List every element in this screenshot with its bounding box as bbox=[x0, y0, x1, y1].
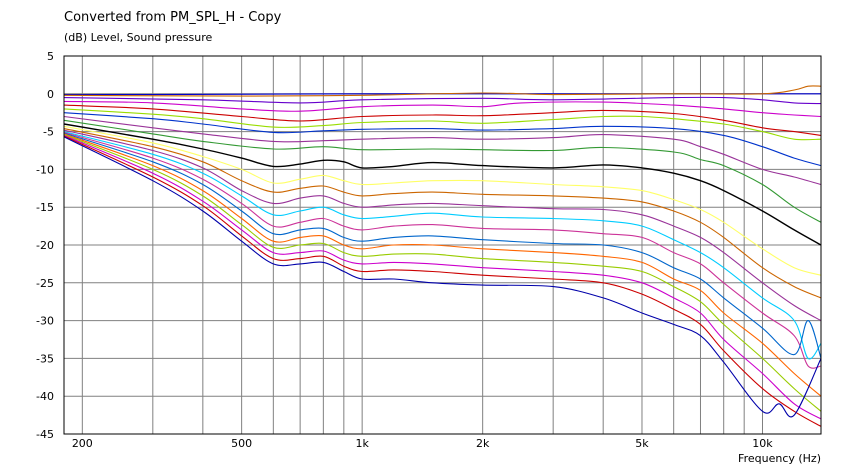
x-tick-label: 2k bbox=[476, 437, 490, 450]
x-tick-label: 200 bbox=[72, 437, 93, 450]
series-line-19 bbox=[63, 134, 822, 420]
series-line-2 bbox=[63, 85, 822, 97]
y-axis-label: (dB) Level, Sound pressure bbox=[64, 31, 213, 44]
series-line-20 bbox=[63, 135, 822, 427]
x-tick-label: 10k bbox=[752, 437, 773, 450]
series-line-7 bbox=[63, 112, 822, 167]
y-tick-label: -25 bbox=[36, 277, 54, 290]
series-line-4 bbox=[63, 100, 822, 118]
y-tick-label: -35 bbox=[36, 352, 54, 365]
y-tick-label: 5 bbox=[47, 50, 54, 63]
series-line-10 bbox=[63, 123, 822, 246]
x-axis-label: Frequency (Hz) bbox=[738, 452, 821, 465]
series-line-11 bbox=[63, 125, 822, 276]
series-line-6 bbox=[63, 108, 822, 141]
series-line-16 bbox=[63, 132, 822, 359]
series-line-15 bbox=[63, 131, 822, 369]
series-line-8 bbox=[63, 115, 822, 186]
y-tick-label: -5 bbox=[43, 126, 54, 139]
series-line-14 bbox=[63, 131, 822, 360]
y-tick-label: -10 bbox=[36, 163, 54, 176]
x-tick-label: 500 bbox=[231, 437, 252, 450]
series-line-18 bbox=[63, 134, 822, 412]
series-line-9 bbox=[63, 119, 822, 223]
series-line-17 bbox=[63, 133, 822, 397]
series-line-13 bbox=[63, 129, 822, 322]
y-tick-label: -20 bbox=[36, 239, 54, 252]
y-tick-label: 0 bbox=[47, 88, 54, 101]
series-line-5 bbox=[63, 104, 822, 136]
y-tick-label: -15 bbox=[36, 201, 54, 214]
series-line-21 bbox=[63, 136, 822, 418]
y-tick-label: -40 bbox=[36, 390, 54, 403]
series-line-3 bbox=[63, 96, 822, 105]
y-tick-label: -30 bbox=[36, 315, 54, 328]
x-tick-label: 1k bbox=[355, 437, 369, 450]
plot-frame bbox=[63, 55, 822, 435]
x-tick-label: 5k bbox=[635, 437, 649, 450]
series-line-12 bbox=[63, 128, 822, 299]
y-tick-label: -45 bbox=[36, 428, 54, 441]
chart-title: Converted from PM_SPL_H - Copy bbox=[64, 10, 282, 25]
